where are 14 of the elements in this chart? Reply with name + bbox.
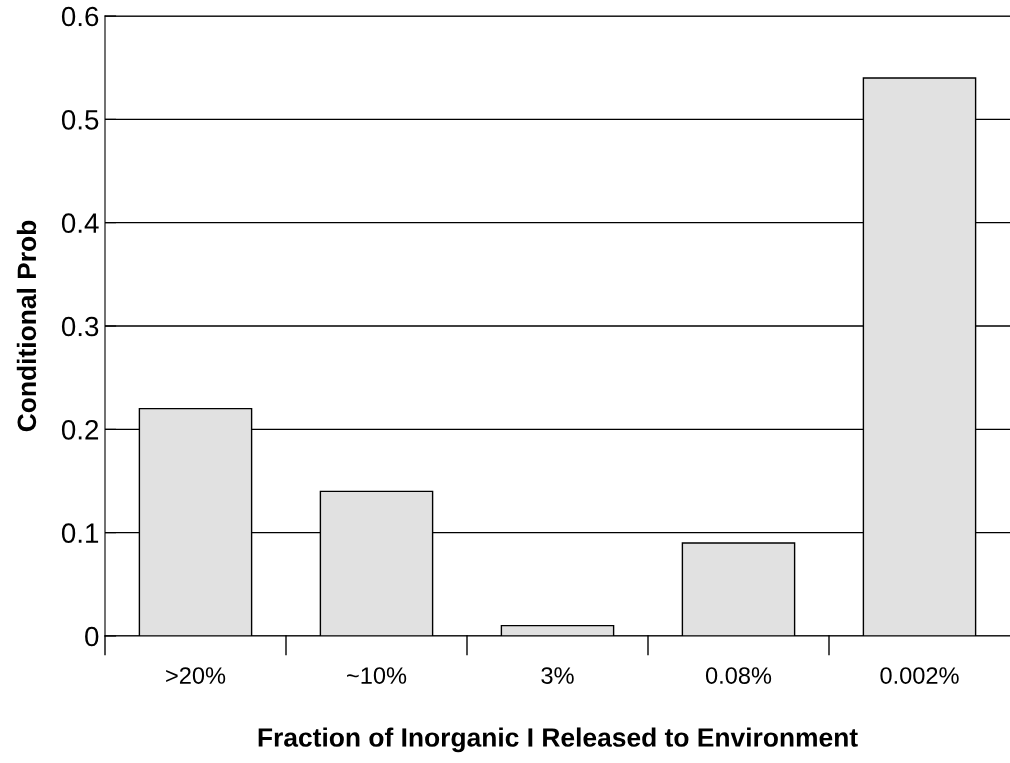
y-tick-label: 0.5 [61, 110, 99, 130]
y-tick-label: 0.2 [61, 420, 99, 440]
x-tick-label: >20% [166, 667, 226, 684]
x-tick-label: 3% [541, 667, 574, 684]
x-tick-label: ~10% [347, 667, 407, 684]
y-tick-label: 0 [85, 626, 99, 647]
y-tick-label: 0.4 [61, 213, 99, 234]
y-axis-title: Conditional Prob [16, 220, 37, 432]
y-tick-label: 0.3 [61, 316, 99, 337]
y-tick-label: 0.1 [61, 523, 99, 544]
y-tick-label: 0.6 [61, 6, 99, 27]
x-tick-label: 0.08% [705, 667, 772, 684]
x-tick-label: 0.002% [880, 667, 959, 684]
x-axis-title: Fraction of Inorganic I Released to Environment [258, 727, 858, 753]
